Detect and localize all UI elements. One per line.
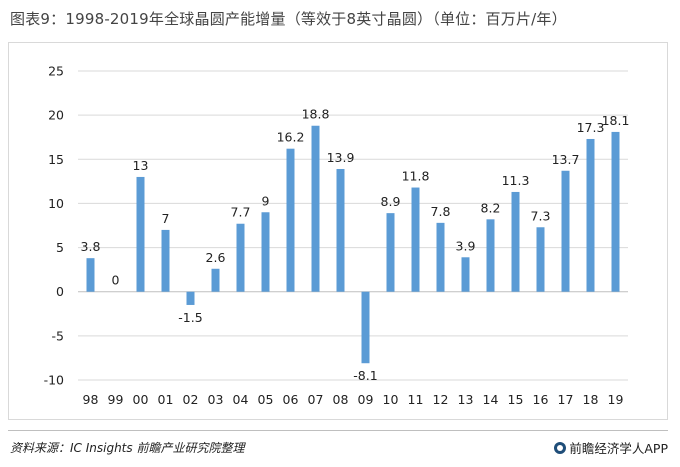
- bar: [361, 291, 370, 364]
- bar: [186, 291, 195, 305]
- data-label: 11.8: [402, 169, 430, 184]
- source-note: 资料来源：IC Insights 前瞻产业研究院整理: [10, 441, 245, 455]
- data-label: 13: [133, 158, 149, 173]
- bar: [261, 212, 270, 292]
- bar: [436, 222, 445, 292]
- bar: [161, 229, 170, 292]
- data-label: 18.8: [302, 107, 330, 122]
- x-tick-label: 05: [258, 392, 274, 407]
- data-label: 9: [262, 193, 270, 208]
- x-tick-label: 19: [608, 392, 624, 407]
- bar: [536, 227, 545, 292]
- x-tick-label: 00: [133, 392, 149, 407]
- y-tick-label: 5: [56, 240, 64, 255]
- x-tick-label: 11: [408, 392, 424, 407]
- x-tick-label: 08: [333, 392, 349, 407]
- y-tick-label: 0: [56, 284, 64, 299]
- x-tick-label: 09: [358, 392, 374, 407]
- footer-divider: [8, 430, 668, 431]
- bar: [336, 168, 345, 292]
- data-label: 13.9: [327, 150, 355, 165]
- chart-frame: [8, 42, 668, 420]
- brand-logo-icon: [554, 441, 567, 454]
- bar: [86, 258, 95, 292]
- brand-attribution: 前瞻经济学人APP: [554, 438, 668, 457]
- x-tick-label: 10: [383, 392, 399, 407]
- brand-name: 前瞻经济学人APP: [569, 441, 668, 456]
- y-tick-label: 20: [48, 108, 64, 123]
- data-label: 3.9: [456, 238, 476, 253]
- y-tick-label: 25: [48, 64, 64, 79]
- bar: [411, 187, 420, 292]
- data-label: 8.2: [481, 200, 501, 215]
- bar: [236, 223, 245, 292]
- bar: [486, 219, 495, 292]
- data-label: 7: [162, 211, 170, 226]
- data-label: 18.1: [602, 113, 630, 128]
- chart-title: 图表9：1998-2019年全球晶圆产能增量（等效于8英寸晶圆）（单位：百万片/…: [10, 10, 567, 28]
- x-tick-label: 16: [533, 392, 549, 407]
- x-tick-label: 07: [308, 392, 324, 407]
- x-tick-label: 13: [458, 392, 474, 407]
- bar: [311, 125, 320, 292]
- y-tick-label: 10: [48, 196, 64, 211]
- x-tick-label: 03: [208, 392, 224, 407]
- data-label: 8.9: [381, 194, 401, 209]
- bar: [136, 176, 145, 292]
- x-tick-label: 01: [158, 392, 174, 407]
- data-label: 0: [112, 273, 120, 288]
- x-tick-label: 06: [283, 392, 299, 407]
- data-label: 3.8: [81, 239, 101, 254]
- data-label: 7.7: [231, 205, 251, 220]
- bar: [511, 191, 520, 292]
- x-tick-label: 15: [508, 392, 524, 407]
- data-label: 7.8: [431, 204, 451, 219]
- bar: [461, 257, 470, 292]
- data-label: 2.6: [206, 250, 226, 265]
- y-tick-label: -5: [52, 328, 64, 343]
- bar: [611, 131, 620, 292]
- data-label: 17.3: [577, 120, 605, 135]
- x-tick-label: 02: [183, 392, 199, 407]
- y-tick-label: 15: [48, 152, 64, 167]
- x-tick-label: 18: [583, 392, 599, 407]
- data-label: 16.2: [277, 130, 305, 145]
- x-tick-label: 14: [483, 392, 499, 407]
- y-tick-label: -10: [44, 373, 64, 388]
- bar: [286, 148, 295, 292]
- data-label: -8.1: [353, 368, 377, 383]
- x-tick-label: 12: [433, 392, 449, 407]
- x-tick-label: 99: [108, 392, 124, 407]
- data-label: -1.5: [178, 310, 202, 325]
- bar: [211, 268, 220, 292]
- data-label: 13.7: [552, 152, 580, 167]
- data-label: 11.3: [502, 173, 530, 188]
- bar: [386, 213, 395, 292]
- x-tick-label: 04: [233, 392, 249, 407]
- x-tick-label: 98: [83, 392, 99, 407]
- bar: [586, 138, 595, 292]
- bar: [561, 170, 570, 292]
- data-label: 7.3: [531, 208, 551, 223]
- x-tick-label: 17: [558, 392, 574, 407]
